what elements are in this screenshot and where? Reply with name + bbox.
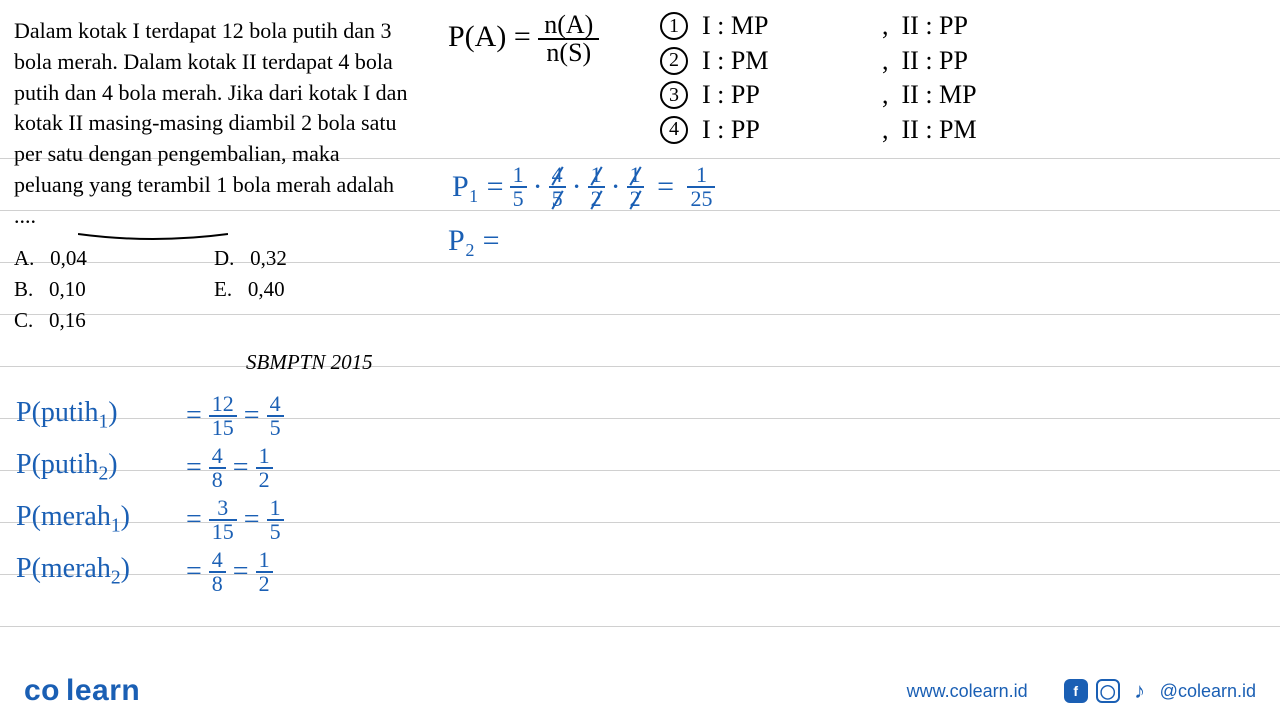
calculation-p1: P₁ =15·45·12·12 = 125 <box>452 164 715 210</box>
probability-list: P(putih1)= 1215 = 45P(putih2)= 48 = 12P(… <box>16 390 284 598</box>
instagram-icon: ◯ <box>1096 679 1120 703</box>
social-links: f ◯ ♪ @colearn.id <box>1064 679 1256 703</box>
brand-logo: colearn <box>24 674 140 708</box>
underline-decoration <box>78 232 228 242</box>
case-item: 3I : PP, II : MP <box>660 79 977 112</box>
question-text: Dalam kotak I terdapat 12 bola putih dan… <box>14 16 414 232</box>
question-source: SBMPTN 2015 <box>246 350 373 375</box>
case-item: 1I : MP, II : PP <box>660 10 977 43</box>
footer-url: www.colearn.id <box>907 681 1028 702</box>
calculation-p2: P₂ = <box>448 224 500 258</box>
probability-line: P(merah2)= 48 = 12 <box>16 546 284 598</box>
case-enumeration: 1I : MP, II : PP2I : PM, II : PP3I : PP,… <box>660 10 977 148</box>
probability-line: P(putih1)= 1215 = 45 <box>16 390 284 442</box>
answer-options: A. 0,04 D. 0,32 B. 0,10 E. 0,40 C. 0,16 <box>14 246 287 339</box>
case-item: 4I : PP, II : PM <box>660 114 977 147</box>
case-item: 2I : PM, II : PP <box>660 45 977 78</box>
probability-line: P(putih2)= 48 = 12 <box>16 442 284 494</box>
facebook-icon: f <box>1064 679 1088 703</box>
probability-line: P(merah1)= 315 = 15 <box>16 494 284 546</box>
tiktok-icon: ♪ <box>1128 679 1152 703</box>
probability-formula: P(A) = n(A) n(S) <box>448 12 599 66</box>
footer: colearn www.colearn.id f ◯ ♪ @colearn.id <box>0 662 1280 720</box>
social-handle: @colearn.id <box>1160 681 1256 702</box>
